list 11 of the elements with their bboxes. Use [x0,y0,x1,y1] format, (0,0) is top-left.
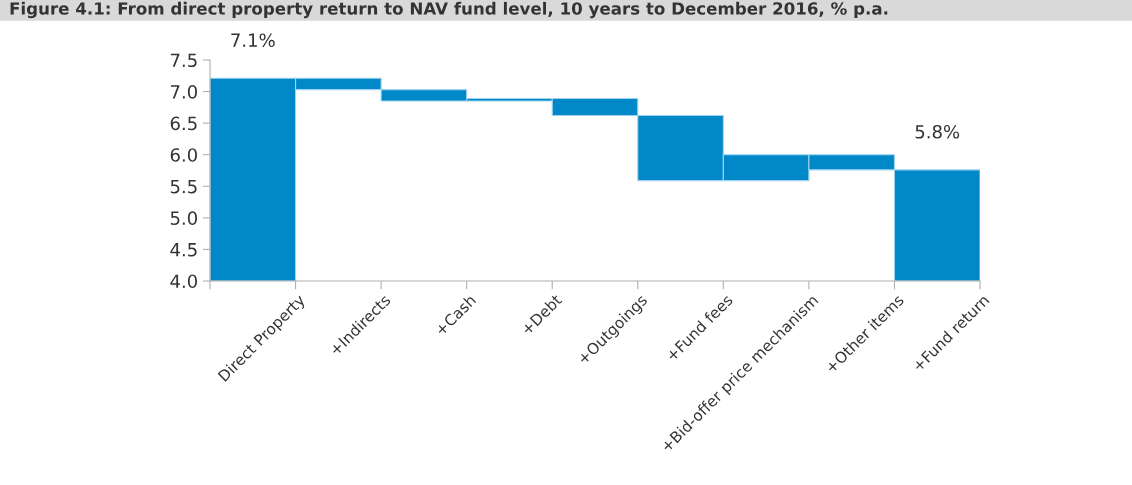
y-tick-label: 5.5 [170,179,197,194]
y-tick-label: 4.0 [170,274,197,289]
annotation: 5.8% [915,124,960,139]
y-tick-label: 6.0 [170,148,197,162]
annotation: 7.1% [231,33,275,48]
chart-title: Figure 4.1: From direct property return to NAV fund level, 10 years to December 2016, % p.a. [10,1,888,19]
y-tick-label: 5.0 [170,211,197,225]
y-tick-label: 7.5 [170,53,197,68]
y-tick-label: 7.0 [170,85,197,99]
y-tick-label: 6.5 [170,116,197,131]
y-tick-label: 4.5 [170,243,197,257]
